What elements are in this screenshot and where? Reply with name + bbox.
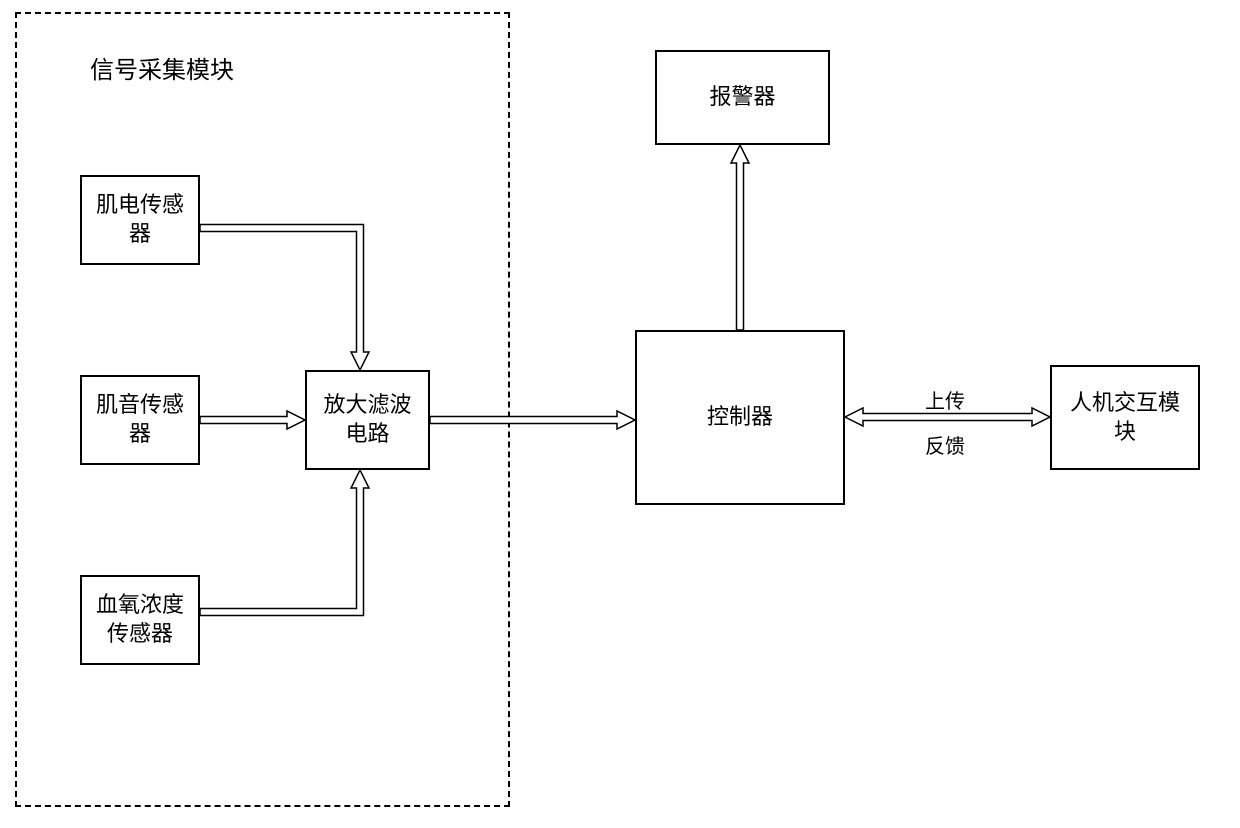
alarm-label: 报警器 [709, 83, 775, 112]
emg-sensor-label: 肌电传感器 [96, 191, 184, 248]
controller-label: 控制器 [707, 403, 773, 432]
hmi-box: 人机交互模块 [1050, 365, 1200, 470]
muscle-sound-sensor-label: 肌音传感器 [96, 391, 184, 448]
module-title: 信号采集模块 [90, 50, 234, 85]
amp-filter-label: 放大滤波电路 [323, 391, 411, 448]
edge-label-feedback: 反馈 [925, 430, 965, 459]
edge-controller-to-alarm [731, 145, 749, 330]
emg-sensor-box: 肌电传感器 [80, 175, 200, 265]
hmi-label: 人机交互模块 [1070, 389, 1180, 446]
muscle-sound-sensor-box: 肌音传感器 [80, 375, 200, 465]
spo2-sensor-box: 血氧浓度传感器 [80, 575, 200, 665]
spo2-sensor-label: 血氧浓度传感器 [96, 591, 184, 648]
edge-label-upload: 上传 [925, 385, 965, 414]
controller-box: 控制器 [635, 330, 845, 505]
alarm-box: 报警器 [655, 50, 830, 145]
amp-filter-box: 放大滤波电路 [305, 370, 430, 470]
